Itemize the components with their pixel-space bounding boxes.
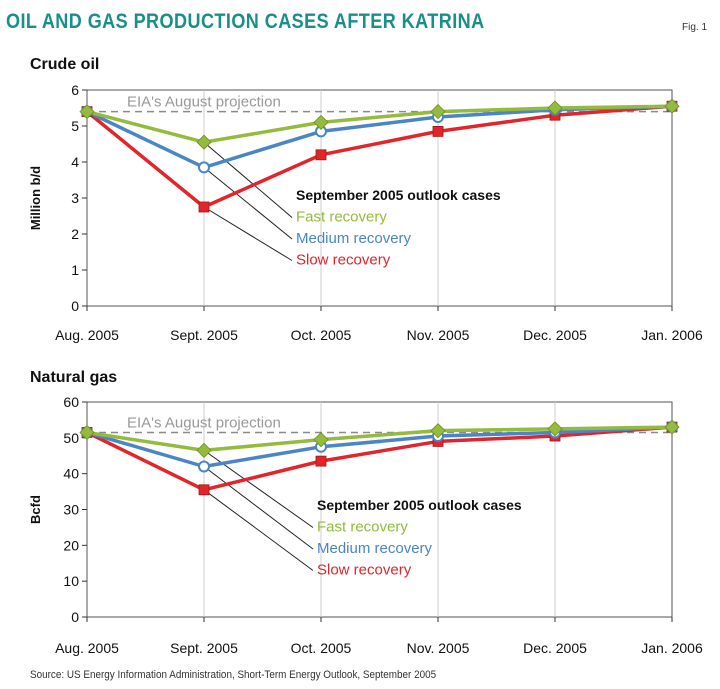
natural-gas-legend-item-fast-recovery: Fast recovery [317,519,408,536]
crude-oil-point-fast-recovery-oct-2005 [313,114,329,130]
crude-oil-ytick-label-4: 4 [71,154,79,170]
crude-oil-point-fast-recovery-dec-2005 [547,100,563,116]
natural-gas-point-fast-recovery-aug-2005 [79,424,95,441]
natural-gas-title: Natural gas [30,369,117,386]
crude-oil-chart: Crude oil 0 1 2 3 4 5 6 Aug. 2005 Sept. 2005 Oct. … [28,56,703,343]
natural-gas-leader-line-medium-recovery [203,466,314,550]
crude-oil-xtick-label-nov-2005: Nov. 2005 [407,327,470,343]
natural-gas-point-slow-recovery-sept-2005 [198,484,210,496]
crude-oil-point-fast-recovery-jan-2006 [664,98,680,114]
crude-oil-xtick-label-sept-2005: Sept. 2005 [170,327,238,343]
natural-gas-series-line-medium-recovery [86,425,673,469]
natural-gas-legend-item-medium-recovery: Medium recovery [317,540,433,557]
natural-gas-point-fast-recovery-jan-2006 [664,419,680,435]
natural-gas-ytick-label-0: 0 [71,609,79,625]
crude-oil-xtick-label-dec-2005: Dec. 2005 [523,327,587,343]
natural-gas-point-fast-recovery-dec-2005 [547,421,563,437]
crude-oil-point-fast-recovery-nov-2005 [430,104,446,120]
crude-oil-ytick-label-3: 3 [71,190,79,206]
crude-oil-point-slow-recovery-nov-2005 [432,126,444,137]
crude-oil-leader-line-fast-recovery [203,141,293,218]
source-note: Source: US Energy Information Administra… [30,669,437,681]
natural-gas-point-slow-recovery-oct-2005 [315,455,327,467]
crude-oil-legend-item-fast-recovery: Fast recovery [296,209,387,226]
natural-gas-chart: Natural gas 0 10 20 30 40 50 60 Aug. 2005 Sept. 2… [28,369,703,656]
natural-gas-legend-title: September 2005 outlook cases [317,497,522,513]
natural-gas-legend-item-slow-recovery: Slow recovery [317,562,412,579]
crude-oil-ytick-label-0: 0 [71,298,79,314]
crude-oil-y-axis-title: Million b/d [28,166,43,230]
crude-oil-legend-item-medium-recovery: Medium recovery [296,230,412,247]
natural-gas-point-fast-recovery-oct-2005 [313,432,329,448]
crude-oil-point-medium-recovery-sept-2005 [198,161,210,174]
crude-oil-title: Crude oil [30,56,99,73]
crude-oil-point-slow-recovery-oct-2005 [315,149,327,161]
crude-oil-leader-line-medium-recovery [203,167,293,240]
natural-gas-ytick-label-40: 40 [63,466,79,482]
crude-oil-ytick-label-1: 1 [71,262,79,278]
natural-gas-ytick-label-20: 20 [63,537,79,553]
natural-gas-leader-line-slow-recovery [203,489,314,571]
crude-oil-ytick-label-5: 5 [71,118,79,134]
crude-oil-xtick-label-jan-2006: Jan. 2006 [641,327,703,343]
crude-oil-point-slow-recovery-sept-2005 [198,201,210,213]
natural-gas-ytick-label-50: 50 [63,430,79,446]
crude-oil-series-line-slow-recovery [85,104,673,209]
crude-oil-ytick-label-6: 6 [71,82,79,98]
crude-oil-point-fast-recovery-sept-2005 [196,134,212,150]
crude-oil-series-line-fast-recovery [86,104,673,144]
crude-oil-leader-line-slow-recovery [203,206,293,261]
crude-oil-xtick-label-aug-2005: Aug. 2005 [55,327,119,343]
crude-oil-projection-label: EIA's August projection [127,94,281,111]
crude-oil-point-fast-recovery-aug-2005 [79,104,95,120]
natural-gas-series-line-fast-recovery [86,425,673,453]
natural-gas-xtick-label-jan-2006: Jan. 2006 [641,640,703,656]
natural-gas-plot-frame [86,401,673,618]
natural-gas-ytick-label-60: 60 [63,394,79,410]
natural-gas-point-fast-recovery-nov-2005 [430,423,446,439]
natural-gas-xtick-label-sept-2005: Sept. 2005 [170,640,238,656]
natural-gas-ytick-label-30: 30 [63,502,79,518]
natural-gas-projection-label: EIA's August projection [127,414,281,431]
natural-gas-point-medium-recovery-sept-2005 [198,460,210,473]
natural-gas-xtick-label-aug-2005: Aug. 2005 [55,640,119,656]
natural-gas-ytick-label-10: 10 [63,573,79,589]
figure-title: Oil and gas production cases after Katri… [6,10,485,33]
figure-number: Fig. 1 [682,22,708,33]
natural-gas-xtick-label-oct-2005: Oct. 2005 [291,640,352,656]
crude-oil-legend-item-slow-recovery: Slow recovery [296,252,391,269]
natural-gas-y-axis-title: Bcfd [28,495,43,524]
crude-oil-legend-title: September 2005 outlook cases [296,187,501,203]
crude-oil-ytick-label-2: 2 [71,226,79,242]
natural-gas-xtick-label-nov-2005: Nov. 2005 [407,640,470,656]
natural-gas-point-fast-recovery-sept-2005 [196,442,212,458]
natural-gas-series-line-slow-recovery [86,425,673,492]
natural-gas-xtick-label-dec-2005: Dec. 2005 [523,640,587,656]
crude-oil-xtick-label-oct-2005: Oct. 2005 [291,327,352,343]
